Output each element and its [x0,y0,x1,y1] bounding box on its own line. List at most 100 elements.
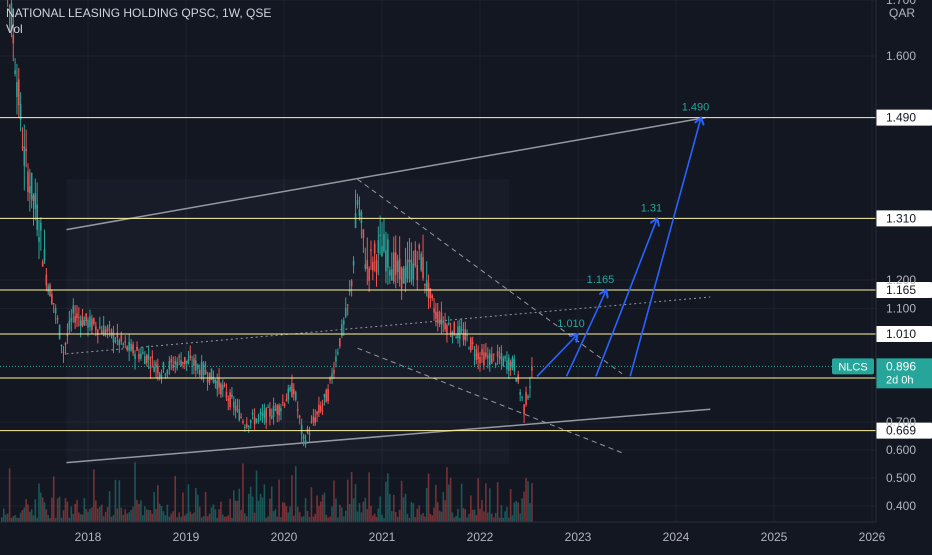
candle-body [218,377,220,388]
time-axis-label: 2018 [75,530,102,544]
candle-body [189,355,192,359]
candle-body [527,395,529,399]
price-axis-label: 0.400 [886,499,916,513]
candle-body [116,332,119,338]
volume-bar [398,509,401,522]
volume-bar [193,512,195,522]
candle-body [89,316,91,327]
candle-body [372,261,374,271]
volume-bar [62,510,65,522]
candle-body [223,384,226,386]
grid [0,0,876,522]
volume-bar [23,507,26,522]
candle-body [157,365,159,374]
volume-bar [487,512,489,522]
price-level-badge [876,422,932,439]
volume-bar [368,472,370,522]
current-price-label: 0.896 [886,359,916,373]
candle-body [54,308,57,314]
candle-body [285,399,288,402]
candle-body [76,313,78,319]
candle-body [174,361,177,365]
volume-bar [259,493,262,522]
volume-bar [523,491,525,522]
candle-body [210,368,213,380]
volume-bar [64,498,67,522]
candle-body [323,394,326,398]
candle-body [319,405,322,412]
volume-bar [402,497,405,522]
volume-bar [12,516,15,522]
volume-bar [475,514,478,522]
candle-body [23,146,26,166]
volume-bar [458,517,461,522]
candle-body [272,405,275,417]
volume-bar [251,496,254,522]
target-label: 1.165 [587,274,615,286]
volume-bar [446,467,448,522]
volume-bar [87,511,89,522]
target-arrow [536,336,576,377]
candle-body [83,319,86,326]
candle-body [21,146,24,148]
volume-bar [504,511,506,522]
volume-bar [227,515,230,522]
candle-body [446,325,448,334]
volume-bar [74,503,76,522]
candle-body [151,356,154,358]
volume-bar [372,515,374,522]
volume-bar [400,480,403,522]
candle-body [104,329,107,335]
candle-body [431,295,434,299]
volume-bar [234,500,237,522]
volume-bar [416,508,419,522]
candle-body [106,327,109,332]
candle-body [95,326,97,331]
volume-bar [93,469,95,522]
volume-bar [232,490,235,522]
candle-body [358,209,361,216]
volume-bar [383,517,385,522]
volume-indicator-label[interactable]: Vol [6,22,23,36]
candle-body [475,348,478,361]
candle-body [261,413,264,416]
volume-bar [114,479,117,522]
candle-body [114,340,117,342]
volume-bar [312,516,315,522]
volume-bar [496,482,499,522]
price-axis-label: 0.500 [886,471,916,485]
volume-bar [89,508,91,522]
volume-bar [91,507,93,522]
volume-bar [362,501,365,522]
volume-bar [245,516,248,522]
volume-bar [225,516,228,522]
volume-bar [242,463,244,522]
candle-body [158,373,161,378]
volume-bar [157,485,159,522]
volume-bar [442,492,445,522]
volume-bar [130,509,132,522]
candle-body [29,186,31,194]
candle-body [253,417,256,425]
volume-bar [387,473,389,522]
candle-body [449,332,452,334]
volume-bar [358,503,361,522]
symbol-badge-label: NLCS [838,361,867,373]
candle-body [214,379,217,384]
candle-body [25,148,27,152]
candle-body [300,424,303,435]
candle-body [216,380,219,390]
candle-body [471,342,474,344]
candle-body [227,398,230,401]
volume-bar [221,514,224,522]
candle-body [259,411,262,415]
volume-bar [223,516,226,522]
candle-body [498,356,501,359]
volume-bar [319,501,322,522]
candle-body [468,348,470,350]
volume-bar [333,480,335,522]
volume-bar [102,516,105,522]
volume-bar [272,511,275,522]
